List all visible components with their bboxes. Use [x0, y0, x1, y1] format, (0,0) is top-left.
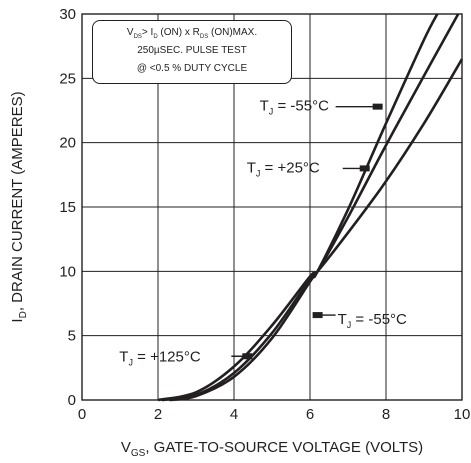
x-axis-label-subscript: GS [131, 448, 146, 459]
note-line-3: @ <0.5 % DUTY CYCLE [136, 63, 248, 74]
label-marker [312, 312, 323, 319]
x-tick-label-8: 8 [382, 406, 390, 423]
label-text: TJ = +125°C [119, 348, 201, 367]
x-tick-label-0: 0 [78, 406, 86, 423]
y-axis-label: ID, DRAIN CURRENT (AMPERES) [9, 91, 29, 322]
y-tick-label-20: 20 [59, 135, 76, 152]
label-marker [242, 353, 253, 360]
curve-label-lower-m55: TJ = -55°C [312, 311, 407, 330]
y-tick-label-25: 25 [59, 70, 76, 87]
label-text: TJ = -55°C [338, 311, 407, 330]
series-line-3 [157, 58, 464, 402]
y-tick-label-30: 30 [59, 6, 76, 23]
x-tick-label-2: 2 [154, 406, 162, 423]
curve-label-upper-p25: TJ = +25°C [247, 159, 370, 178]
label-text: TJ = -55°C [260, 98, 329, 117]
y-tick-label-15: 15 [59, 199, 76, 216]
label-text: TJ = +25°C [247, 159, 320, 178]
test-conditions-note: VDS> ID (ON) x RDS (ON)MAX. 250µSEC. PUL… [92, 20, 292, 84]
note-line-1: VDS> ID (ON) x RDS (ON)MAX. [126, 27, 258, 40]
tick-labels: 0 2 4 6 8 10 0 5 10 15 20 25 30 [59, 6, 470, 423]
y-axis-label-subscript: D [18, 311, 29, 318]
curve-label-upper-m55: TJ = -55°C [260, 98, 383, 117]
series-line-2 [161, 13, 460, 402]
plot-frame [81, 13, 463, 401]
x-tick-label-6: 6 [306, 406, 314, 423]
y-tick-label-5: 5 [68, 328, 76, 345]
curve-label-lower-p125: TJ = +125°C [119, 348, 253, 367]
x-axis-label: VGS, GATE-TO-SOURCE VOLTAGE (VOLTS) [121, 439, 423, 459]
curve-labels: TJ = -55°C TJ = +25°C TJ = -55°C TJ = +125°… [119, 98, 407, 368]
x-tick-label-10: 10 [454, 406, 471, 423]
x-tick-label-4: 4 [230, 406, 238, 423]
label-marker [372, 103, 383, 110]
y-tick-label-0: 0 [68, 392, 76, 409]
note-line-2: 250µSEC. PULSE TEST [137, 45, 247, 56]
y-tick-label-10: 10 [59, 263, 76, 280]
curves [157, 13, 464, 402]
label-marker [359, 165, 370, 172]
